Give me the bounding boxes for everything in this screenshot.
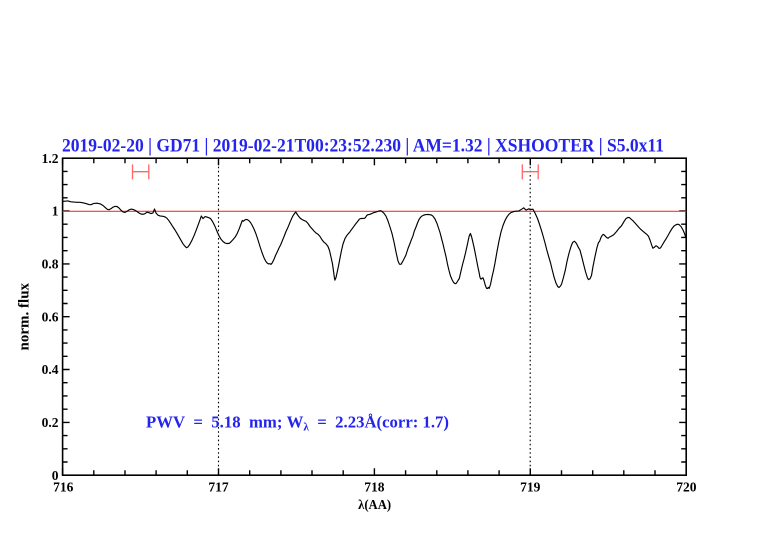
svg-text:2019-02-20 | GD71 | 2019-02-21: 2019-02-20 | GD71 | 2019-02-21T00:23:52.… bbox=[62, 136, 664, 157]
svg-text:norm. flux: norm. flux bbox=[17, 282, 33, 350]
svg-text:λ(AA): λ(AA) bbox=[358, 498, 391, 513]
svg-text:0.8: 0.8 bbox=[42, 257, 59, 272]
svg-text:719: 719 bbox=[520, 479, 541, 494]
svg-text:0.2: 0.2 bbox=[42, 415, 59, 430]
svg-text:PWV = 5.18 mm; Wλ = 2.23Å: PWV = 5.18 mm; Wλ = 2.23Å(corr: 1.7) bbox=[146, 413, 449, 434]
svg-text:0: 0 bbox=[52, 468, 59, 483]
svg-text:0.6: 0.6 bbox=[42, 309, 59, 324]
svg-text:0.4: 0.4 bbox=[42, 362, 59, 377]
svg-text:720: 720 bbox=[676, 479, 697, 494]
svg-text:717: 717 bbox=[208, 479, 229, 494]
svg-text:1.2: 1.2 bbox=[42, 151, 59, 166]
svg-text:716: 716 bbox=[53, 479, 74, 494]
svg-text:1: 1 bbox=[52, 204, 59, 219]
svg-text:718: 718 bbox=[364, 479, 385, 494]
